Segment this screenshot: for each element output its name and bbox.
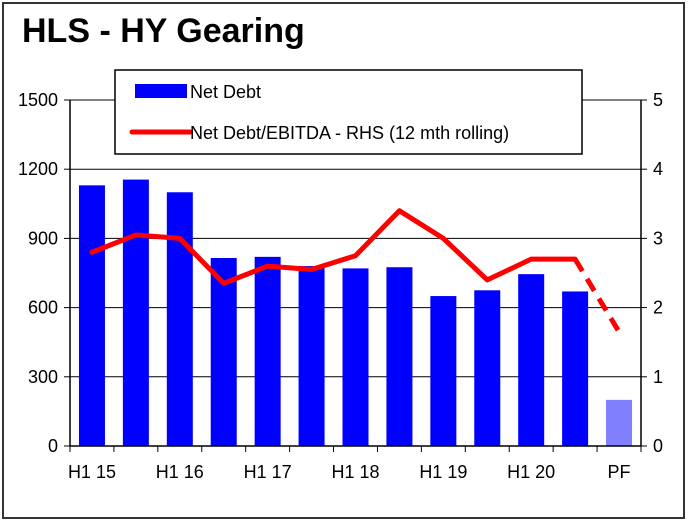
bar-net-debt [210, 258, 237, 446]
bar-net-debt [386, 267, 413, 446]
left-tick-label: 1200 [18, 159, 58, 179]
chart-title: HLS - HY Gearing [22, 12, 305, 50]
x-tick-label: H1 20 [507, 462, 555, 482]
bar-net-debt [342, 268, 369, 446]
bar-net-debt [430, 296, 457, 446]
bar-net-debt [474, 290, 501, 446]
legend-swatch-net-debt [135, 84, 187, 98]
bar-net-debt [166, 192, 193, 446]
line-net-debt-ebitda-projection [572, 257, 622, 334]
bar-net-debt [562, 291, 589, 446]
right-tick-label: 1 [653, 367, 663, 387]
right-tick-label: 2 [653, 298, 663, 318]
right-tick-label: 0 [653, 436, 663, 456]
left-tick-label: 0 [48, 436, 58, 456]
bar-net-debt [78, 185, 105, 446]
line-net-debt-ebitda [89, 208, 578, 286]
left-tick-label: 900 [28, 228, 58, 248]
legend-label-net-debt: Net Debt [190, 82, 261, 102]
left-tick-label: 1500 [18, 90, 58, 110]
x-tick-label: H1 19 [419, 462, 467, 482]
bar-net-debt [606, 399, 633, 446]
x-tick-label: H1 15 [68, 462, 116, 482]
bar-net-debt [254, 256, 281, 446]
bar-net-debt [298, 266, 325, 446]
x-tick-label: H1 17 [244, 462, 292, 482]
bar-net-debt [122, 179, 149, 446]
right-tick-label: 5 [653, 90, 663, 110]
legend-label-ratio: Net Debt/EBITDA - RHS (12 mth rolling) [190, 123, 509, 143]
left-tick-label: 300 [28, 367, 58, 387]
right-tick-label: 3 [653, 228, 663, 248]
left-tick-label: 600 [28, 298, 58, 318]
legend-box [114, 69, 583, 155]
x-tick-label: H1 18 [331, 462, 379, 482]
bar-net-debt [518, 274, 545, 446]
right-tick-label: 4 [653, 159, 663, 179]
x-tick-label: H1 16 [156, 462, 204, 482]
x-tick-label: PF [608, 462, 631, 482]
